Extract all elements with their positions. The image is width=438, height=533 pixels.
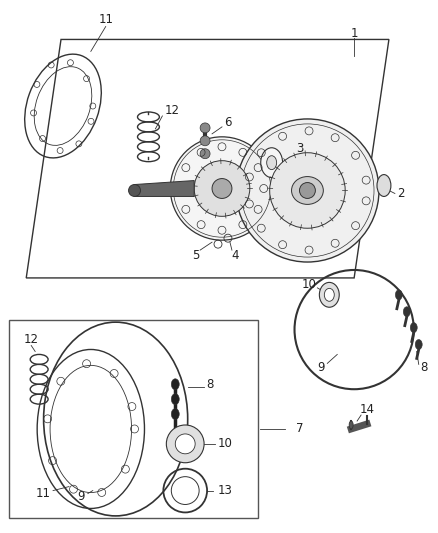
Ellipse shape <box>267 156 277 169</box>
Ellipse shape <box>171 409 179 419</box>
Circle shape <box>129 184 141 197</box>
Text: 14: 14 <box>360 402 374 416</box>
Text: 10: 10 <box>302 278 317 292</box>
Circle shape <box>200 123 210 133</box>
Text: 11: 11 <box>98 13 113 26</box>
Ellipse shape <box>292 176 323 204</box>
Text: 4: 4 <box>231 248 239 262</box>
Ellipse shape <box>349 421 353 429</box>
Text: 5: 5 <box>192 248 200 262</box>
Circle shape <box>236 119 379 262</box>
Text: 6: 6 <box>224 116 232 130</box>
Text: 1: 1 <box>350 27 358 40</box>
Text: 9: 9 <box>318 361 325 374</box>
Polygon shape <box>134 181 194 197</box>
Text: 2: 2 <box>397 187 405 200</box>
Ellipse shape <box>377 175 391 197</box>
Ellipse shape <box>171 379 179 390</box>
Ellipse shape <box>410 322 417 333</box>
Ellipse shape <box>171 394 179 405</box>
Text: 3: 3 <box>296 142 303 155</box>
Circle shape <box>170 137 274 240</box>
Ellipse shape <box>261 148 283 177</box>
Circle shape <box>270 153 345 228</box>
Ellipse shape <box>415 340 422 350</box>
Circle shape <box>200 136 210 146</box>
Ellipse shape <box>324 288 334 301</box>
Ellipse shape <box>166 425 204 463</box>
Text: 7: 7 <box>296 423 303 435</box>
Circle shape <box>200 149 210 159</box>
Text: 8: 8 <box>420 361 427 374</box>
Ellipse shape <box>319 282 339 307</box>
Ellipse shape <box>396 290 403 300</box>
Ellipse shape <box>403 307 410 317</box>
Text: 10: 10 <box>218 438 233 450</box>
Text: 11: 11 <box>35 487 51 500</box>
Text: 9: 9 <box>77 490 85 503</box>
Circle shape <box>300 182 315 198</box>
Text: 12: 12 <box>24 333 39 346</box>
Circle shape <box>175 434 195 454</box>
Text: 13: 13 <box>218 484 233 497</box>
Text: 8: 8 <box>206 378 214 391</box>
Circle shape <box>194 160 250 216</box>
Bar <box>9 320 258 519</box>
Text: 12: 12 <box>165 104 180 117</box>
Circle shape <box>212 179 232 198</box>
